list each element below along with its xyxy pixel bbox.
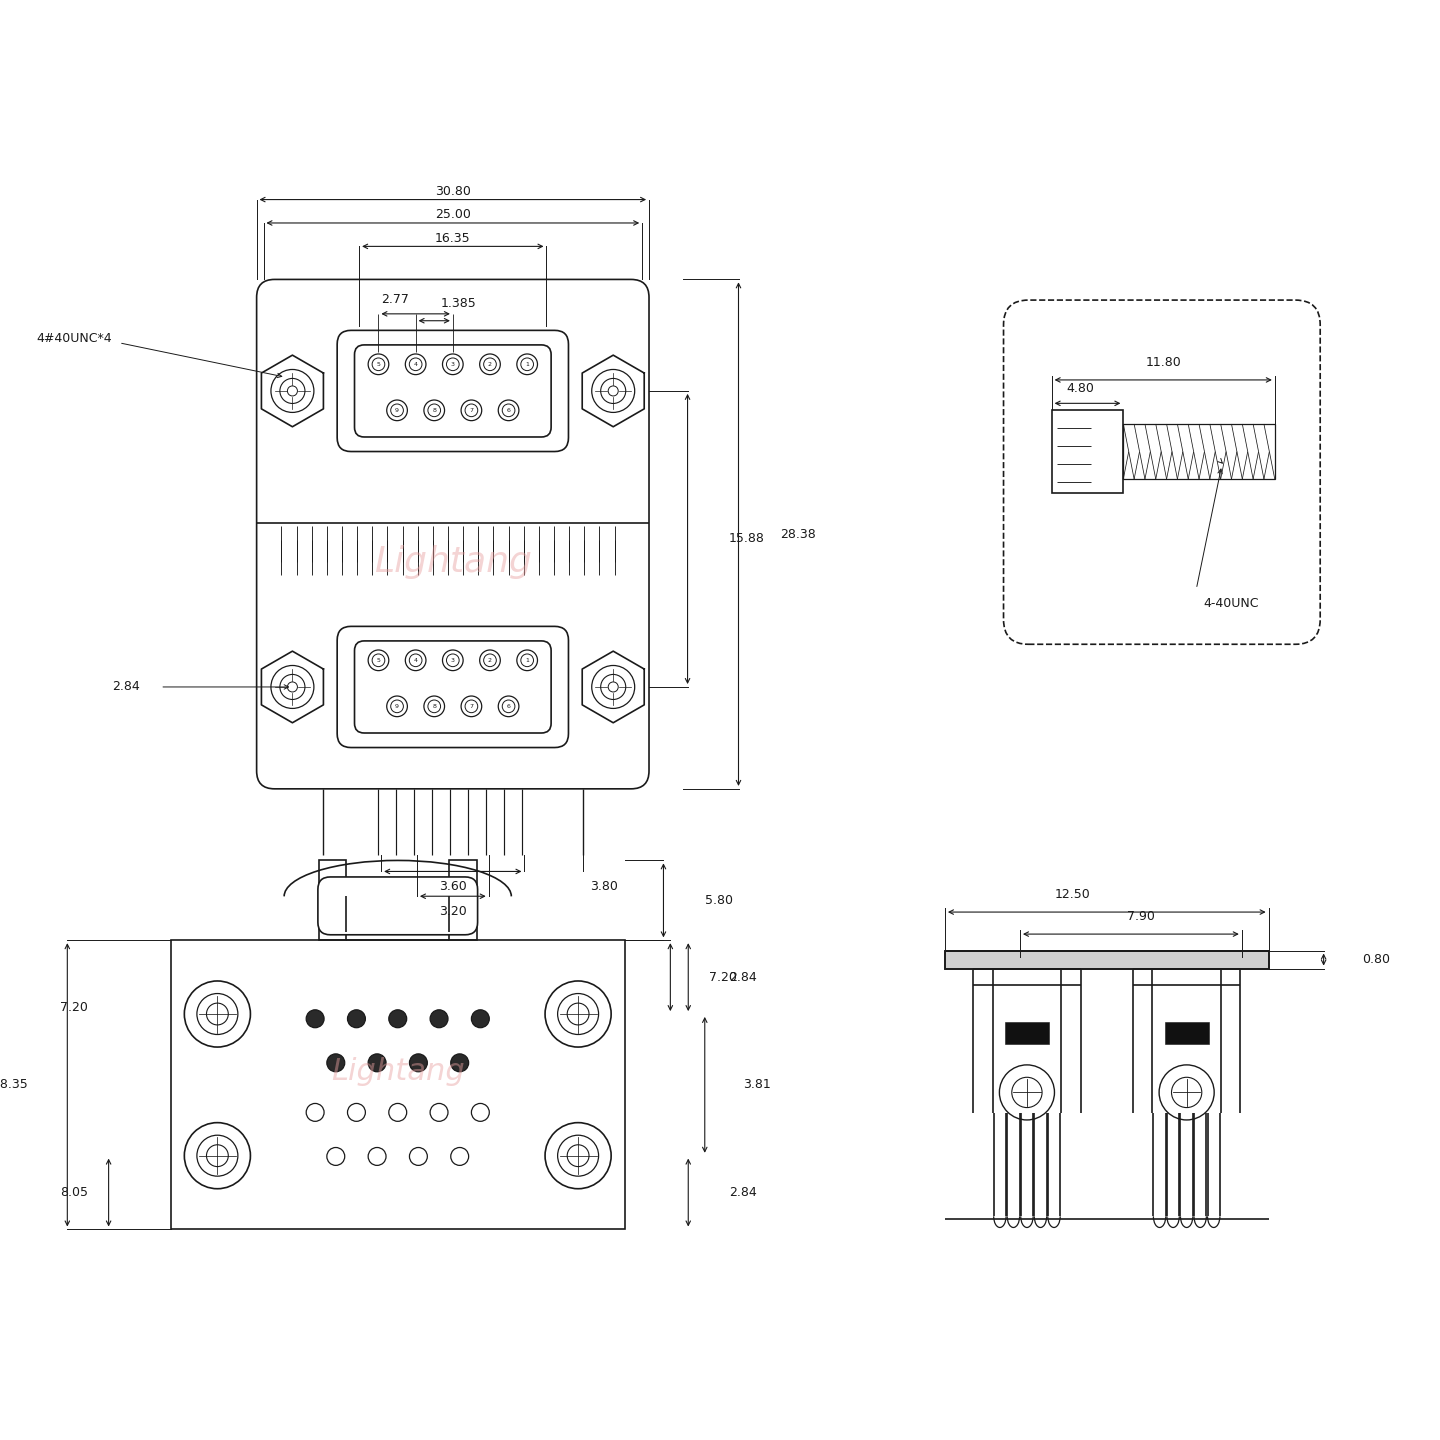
Text: 1: 1	[526, 361, 528, 367]
Text: 2.77: 2.77	[382, 292, 409, 305]
Text: 9: 9	[395, 704, 399, 708]
Text: 3: 3	[451, 361, 455, 367]
Text: 18.35: 18.35	[0, 1079, 29, 1092]
Text: 7.20: 7.20	[60, 1001, 88, 1014]
Text: 1: 1	[526, 658, 528, 662]
Bar	[170, 940, 625, 1230]
Circle shape	[369, 1054, 386, 1071]
Text: Lightang: Lightang	[374, 544, 531, 579]
Text: 12.50: 12.50	[1054, 887, 1090, 900]
Text: 5.80: 5.80	[704, 894, 733, 907]
Text: 2: 2	[488, 658, 492, 662]
FancyBboxPatch shape	[354, 346, 552, 436]
Text: 4-40UNC: 4-40UNC	[1204, 598, 1259, 611]
Text: 7: 7	[469, 408, 474, 413]
Text: 3.60: 3.60	[439, 880, 467, 893]
Text: 30.80: 30.80	[435, 184, 471, 197]
Circle shape	[389, 1009, 406, 1028]
Bar	[449, 861, 477, 940]
Text: 3.80: 3.80	[590, 880, 618, 893]
Text: 2.84: 2.84	[112, 681, 140, 694]
Text: 28.38: 28.38	[780, 527, 815, 540]
Text: 5: 5	[376, 658, 380, 662]
Text: 8: 8	[432, 704, 436, 708]
Bar	[1051, 410, 1123, 492]
Text: 15.88: 15.88	[729, 533, 765, 546]
Text: 4.80: 4.80	[1067, 382, 1094, 395]
Bar	[1005, 1022, 1048, 1044]
Text: 2.84: 2.84	[730, 1187, 757, 1200]
Text: 4: 4	[413, 658, 418, 662]
Text: 11.80: 11.80	[1145, 356, 1181, 369]
Circle shape	[307, 1009, 324, 1028]
Text: Lightang: Lightang	[331, 1057, 465, 1086]
FancyBboxPatch shape	[256, 279, 649, 789]
Text: 4#40UNC*4: 4#40UNC*4	[36, 333, 112, 346]
Circle shape	[347, 1009, 366, 1028]
Text: 5: 5	[376, 361, 380, 367]
Text: 4: 4	[413, 361, 418, 367]
Text: 3.81: 3.81	[743, 1079, 770, 1092]
Circle shape	[451, 1054, 468, 1071]
Bar	[945, 950, 1269, 969]
Text: 3.20: 3.20	[439, 904, 467, 917]
FancyBboxPatch shape	[318, 877, 478, 935]
FancyBboxPatch shape	[354, 641, 552, 733]
Text: 8.05: 8.05	[60, 1187, 88, 1200]
Circle shape	[471, 1009, 490, 1028]
Text: 7.90: 7.90	[1128, 910, 1155, 923]
Text: 2.84: 2.84	[730, 971, 757, 984]
Circle shape	[431, 1009, 448, 1028]
FancyBboxPatch shape	[337, 330, 569, 452]
Circle shape	[327, 1054, 344, 1071]
Text: 3: 3	[451, 658, 455, 662]
Bar	[1123, 423, 1274, 480]
Text: 6: 6	[507, 408, 511, 413]
Text: 9: 9	[395, 408, 399, 413]
Text: 2: 2	[488, 361, 492, 367]
Bar	[945, 950, 1269, 969]
FancyBboxPatch shape	[337, 626, 569, 747]
Circle shape	[409, 1054, 428, 1071]
Text: 6: 6	[507, 704, 511, 708]
Text: 7.20: 7.20	[708, 971, 737, 984]
Bar	[318, 861, 346, 940]
Text: 1.385: 1.385	[441, 297, 477, 310]
Text: 16.35: 16.35	[435, 232, 471, 245]
Text: 25.00: 25.00	[435, 209, 471, 222]
Text: 8: 8	[432, 408, 436, 413]
Text: 7: 7	[469, 704, 474, 708]
Bar	[1165, 1022, 1208, 1044]
Text: 0.80: 0.80	[1362, 953, 1390, 966]
